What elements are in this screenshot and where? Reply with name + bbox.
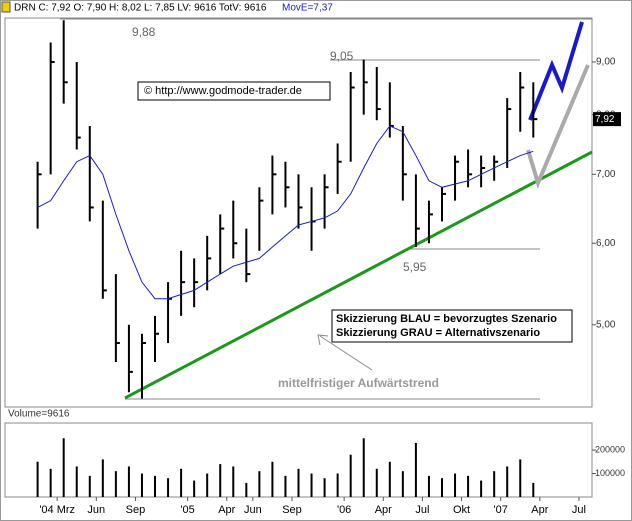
x-tick-label: '05 bbox=[180, 504, 194, 516]
x-tick-label: Jun bbox=[87, 504, 105, 516]
annotation: 5,95 bbox=[403, 260, 427, 274]
volume-bar bbox=[310, 473, 313, 497]
volume-bar bbox=[427, 475, 430, 497]
volume-bar bbox=[180, 468, 183, 497]
x-tick-label: Okt bbox=[453, 504, 470, 516]
x-tick-label: '06 bbox=[337, 504, 351, 516]
volume-bar bbox=[36, 461, 39, 497]
annotation: 9,05 bbox=[330, 49, 354, 63]
volume-bar bbox=[232, 466, 235, 497]
x-tick-label: Jul bbox=[572, 504, 586, 516]
copyright-box bbox=[137, 81, 331, 101]
volume-bar bbox=[154, 475, 157, 497]
volume-bar bbox=[467, 475, 470, 497]
volume-bar bbox=[140, 473, 143, 497]
copyright: © http://www.godmode-trader.de bbox=[144, 85, 302, 97]
trend-line bbox=[124, 150, 593, 400]
blue-scenario bbox=[528, 21, 584, 121]
grey-scenario bbox=[526, 64, 590, 189]
header-quote: DRN C: 7,92 O: 7,90 H: 8,02 L: 7,85 LV: … bbox=[14, 3, 267, 14]
volume-bar bbox=[284, 475, 287, 497]
volume-bar bbox=[323, 478, 326, 497]
arrow-head bbox=[317, 334, 329, 346]
legend-text: Skizzierung GRAU = Alternativszenario bbox=[336, 327, 540, 339]
last-price-label: 7,92 bbox=[595, 114, 615, 125]
volume-bar bbox=[75, 466, 78, 497]
volume-bar bbox=[114, 471, 117, 497]
arrow bbox=[319, 335, 373, 371]
volume-bar bbox=[480, 480, 483, 497]
price-panel bbox=[4, 17, 593, 408]
volume-bar bbox=[349, 454, 352, 497]
volume-bar bbox=[62, 438, 65, 497]
y-tick-label: 200000 bbox=[595, 444, 625, 454]
volume-bar bbox=[362, 438, 365, 497]
volume-bar bbox=[193, 480, 196, 497]
volume-bar bbox=[206, 473, 209, 497]
volume-bar bbox=[127, 466, 130, 497]
volume-bar bbox=[519, 459, 522, 497]
volume-bar bbox=[245, 482, 248, 497]
x-tick-label: Jul bbox=[415, 504, 429, 516]
volume-bar bbox=[493, 471, 496, 497]
x-tick-label: Apr bbox=[218, 504, 235, 516]
x-tick-label: Sep bbox=[282, 504, 302, 516]
volume-bar bbox=[414, 442, 417, 497]
y-tick-label: 9,00 bbox=[596, 57, 616, 68]
annotation: 9,88 bbox=[132, 25, 156, 39]
x-tick-label: Apr bbox=[375, 504, 392, 516]
x-tick-label: Jun bbox=[244, 504, 262, 516]
volume-bar bbox=[532, 482, 535, 497]
legend-box bbox=[331, 309, 573, 343]
volume-bar bbox=[454, 473, 457, 497]
volume-bar bbox=[271, 461, 274, 497]
volume-bar bbox=[219, 464, 222, 497]
last-price-box bbox=[593, 112, 621, 127]
x-tick-label: Apr bbox=[531, 504, 548, 516]
volume-bar bbox=[49, 468, 52, 497]
x-tick-label: Sep bbox=[126, 504, 146, 516]
y-tick-label: 100000 bbox=[595, 468, 625, 478]
icon bbox=[1, 1, 11, 13]
volume-title: Volume=9616 bbox=[8, 409, 70, 420]
volume-bar bbox=[440, 478, 443, 497]
x-tick-label: '07 bbox=[494, 504, 508, 516]
legend-text: Skizzierung BLAU = bevorzugtes Szenario bbox=[336, 313, 557, 325]
volume-bar bbox=[297, 468, 300, 497]
volume-bar bbox=[401, 471, 404, 497]
header-indicator: MovE=7,37 bbox=[282, 3, 333, 14]
volume-bar bbox=[336, 473, 339, 497]
y-tick-label: 5,00 bbox=[596, 319, 616, 330]
volume-bar bbox=[167, 478, 170, 497]
y-tick-label: 6,00 bbox=[596, 238, 616, 249]
volume-bar bbox=[506, 466, 509, 497]
volume-bar bbox=[101, 459, 104, 497]
volume-bar bbox=[88, 475, 91, 497]
volume-bar bbox=[375, 468, 378, 497]
y-tick-label: 7,00 bbox=[596, 169, 616, 180]
volume-bar bbox=[388, 461, 391, 497]
annotation: mittelfristiger Aufwärtstrend bbox=[278, 376, 439, 390]
volume-bar bbox=[258, 471, 261, 497]
moving-average bbox=[37, 125, 534, 300]
x-tick-label: '04 Mrz bbox=[39, 504, 75, 516]
